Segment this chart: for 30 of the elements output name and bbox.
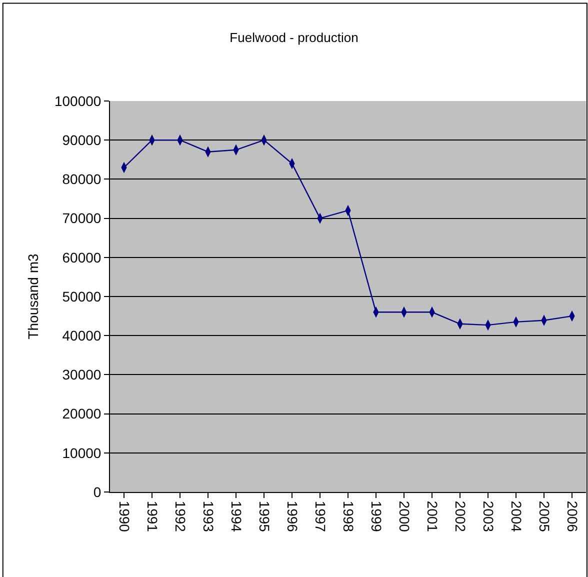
- x-tick-label: 1994: [228, 500, 244, 532]
- x-tick-label: 2005: [536, 500, 552, 532]
- y-tick-label: 10000: [62, 444, 102, 461]
- y-axis-title: Thousand m3: [25, 253, 42, 340]
- x-tick-label: 1998: [340, 500, 356, 532]
- x-tick-label: 1992: [172, 500, 188, 532]
- x-tick-label: 2006: [564, 500, 580, 532]
- x-tick-label: 2000: [396, 500, 412, 532]
- x-tick-label: 2003: [480, 500, 496, 532]
- y-tick-label: 40000: [62, 328, 102, 344]
- x-tick-label: 1995: [256, 500, 272, 532]
- x-tick-label: 2001: [424, 500, 440, 532]
- y-tick-label: 70000: [62, 210, 102, 226]
- y-tick-label: 50000: [62, 288, 102, 304]
- x-tick-label: 1996: [284, 500, 300, 532]
- y-tick-label: 20000: [62, 406, 102, 422]
- x-tick-label: 1999: [368, 500, 384, 532]
- y-tick-label: 0: [93, 484, 102, 500]
- y-tick-label: 30000: [62, 366, 102, 383]
- x-tick-label: 2004: [508, 500, 524, 532]
- y-tick-label: 80000: [62, 171, 102, 188]
- y-tick-label: 100000: [54, 92, 102, 109]
- x-tick-label: 1991: [144, 500, 160, 532]
- x-tick-label: 1990: [116, 500, 132, 532]
- x-tick-label: 1997: [312, 500, 328, 532]
- chart-title: Fuelwood - production: [230, 30, 358, 46]
- x-tick-label: 2002: [452, 500, 468, 532]
- x-tick-label: 1993: [200, 500, 216, 532]
- y-tick-label: 90000: [62, 132, 102, 148]
- y-tick-label: 60000: [62, 249, 102, 266]
